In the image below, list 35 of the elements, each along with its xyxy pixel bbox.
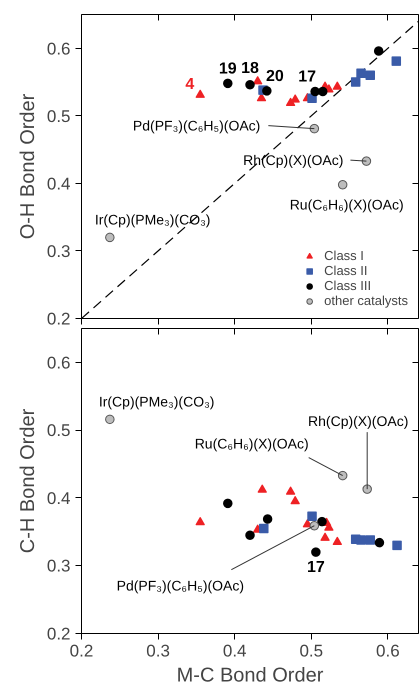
annotation: Pd(PF₃)(C₆H₅)(OAc) (116, 578, 244, 594)
y-axis-title: O-H Bond Order (16, 93, 39, 240)
legend-label: Class III (324, 278, 372, 293)
annotation: Ru(C₆H₆)(X)(OAc) (194, 436, 309, 452)
y-tick-label: 0.4 (46, 488, 71, 508)
x-axis-title: M-C Bond Order (176, 664, 324, 686)
y-tick-label: 0.2 (46, 624, 71, 644)
x-tick-label: 0.2 (70, 642, 94, 660)
x-tick-label: 0.3 (146, 642, 170, 660)
legend-label: Class I (324, 248, 364, 263)
annotation: Ir(Cp)(PMe₃)(CO₃) (98, 393, 214, 410)
y-tick-label: 0.5 (46, 106, 71, 126)
annotation: 17 (306, 559, 325, 576)
legend-label: other catalysts (324, 293, 408, 308)
y-tick-label: 0.6 (46, 353, 71, 372)
annotation: 18 (241, 60, 259, 77)
annotation: 17 (298, 68, 316, 86)
y-tick-label: 0.3 (46, 242, 71, 261)
y-axis-title: C-H Bond Order (16, 408, 39, 554)
annotation: Rh(Cp)(X)(OAc) (308, 413, 408, 430)
annotation: Ru(C₆H₆)(X)(OAc) (290, 196, 404, 213)
x-tick-label: 0.6 (376, 642, 400, 660)
y-tick-label: 0.3 (46, 556, 71, 576)
annotation: 4 (185, 76, 194, 93)
y-tick-label: 0.6 (46, 39, 71, 58)
y-tick-label: 0.4 (46, 174, 71, 194)
annotation: 19 (218, 60, 237, 78)
y-tick-label: 0.2 (46, 310, 71, 328)
legend-label: Class II (324, 263, 368, 278)
x-tick-label: 0.4 (222, 642, 247, 660)
annotation: 20 (266, 68, 284, 85)
annotation: Pd(PF₃)(C₆H₅)(OAc) (132, 118, 260, 134)
y-tick-label: 0.5 (46, 421, 71, 440)
x-tick-label: 0.5 (299, 642, 324, 660)
annotation: Rh(Cp)(X)(OAc) (243, 152, 344, 168)
